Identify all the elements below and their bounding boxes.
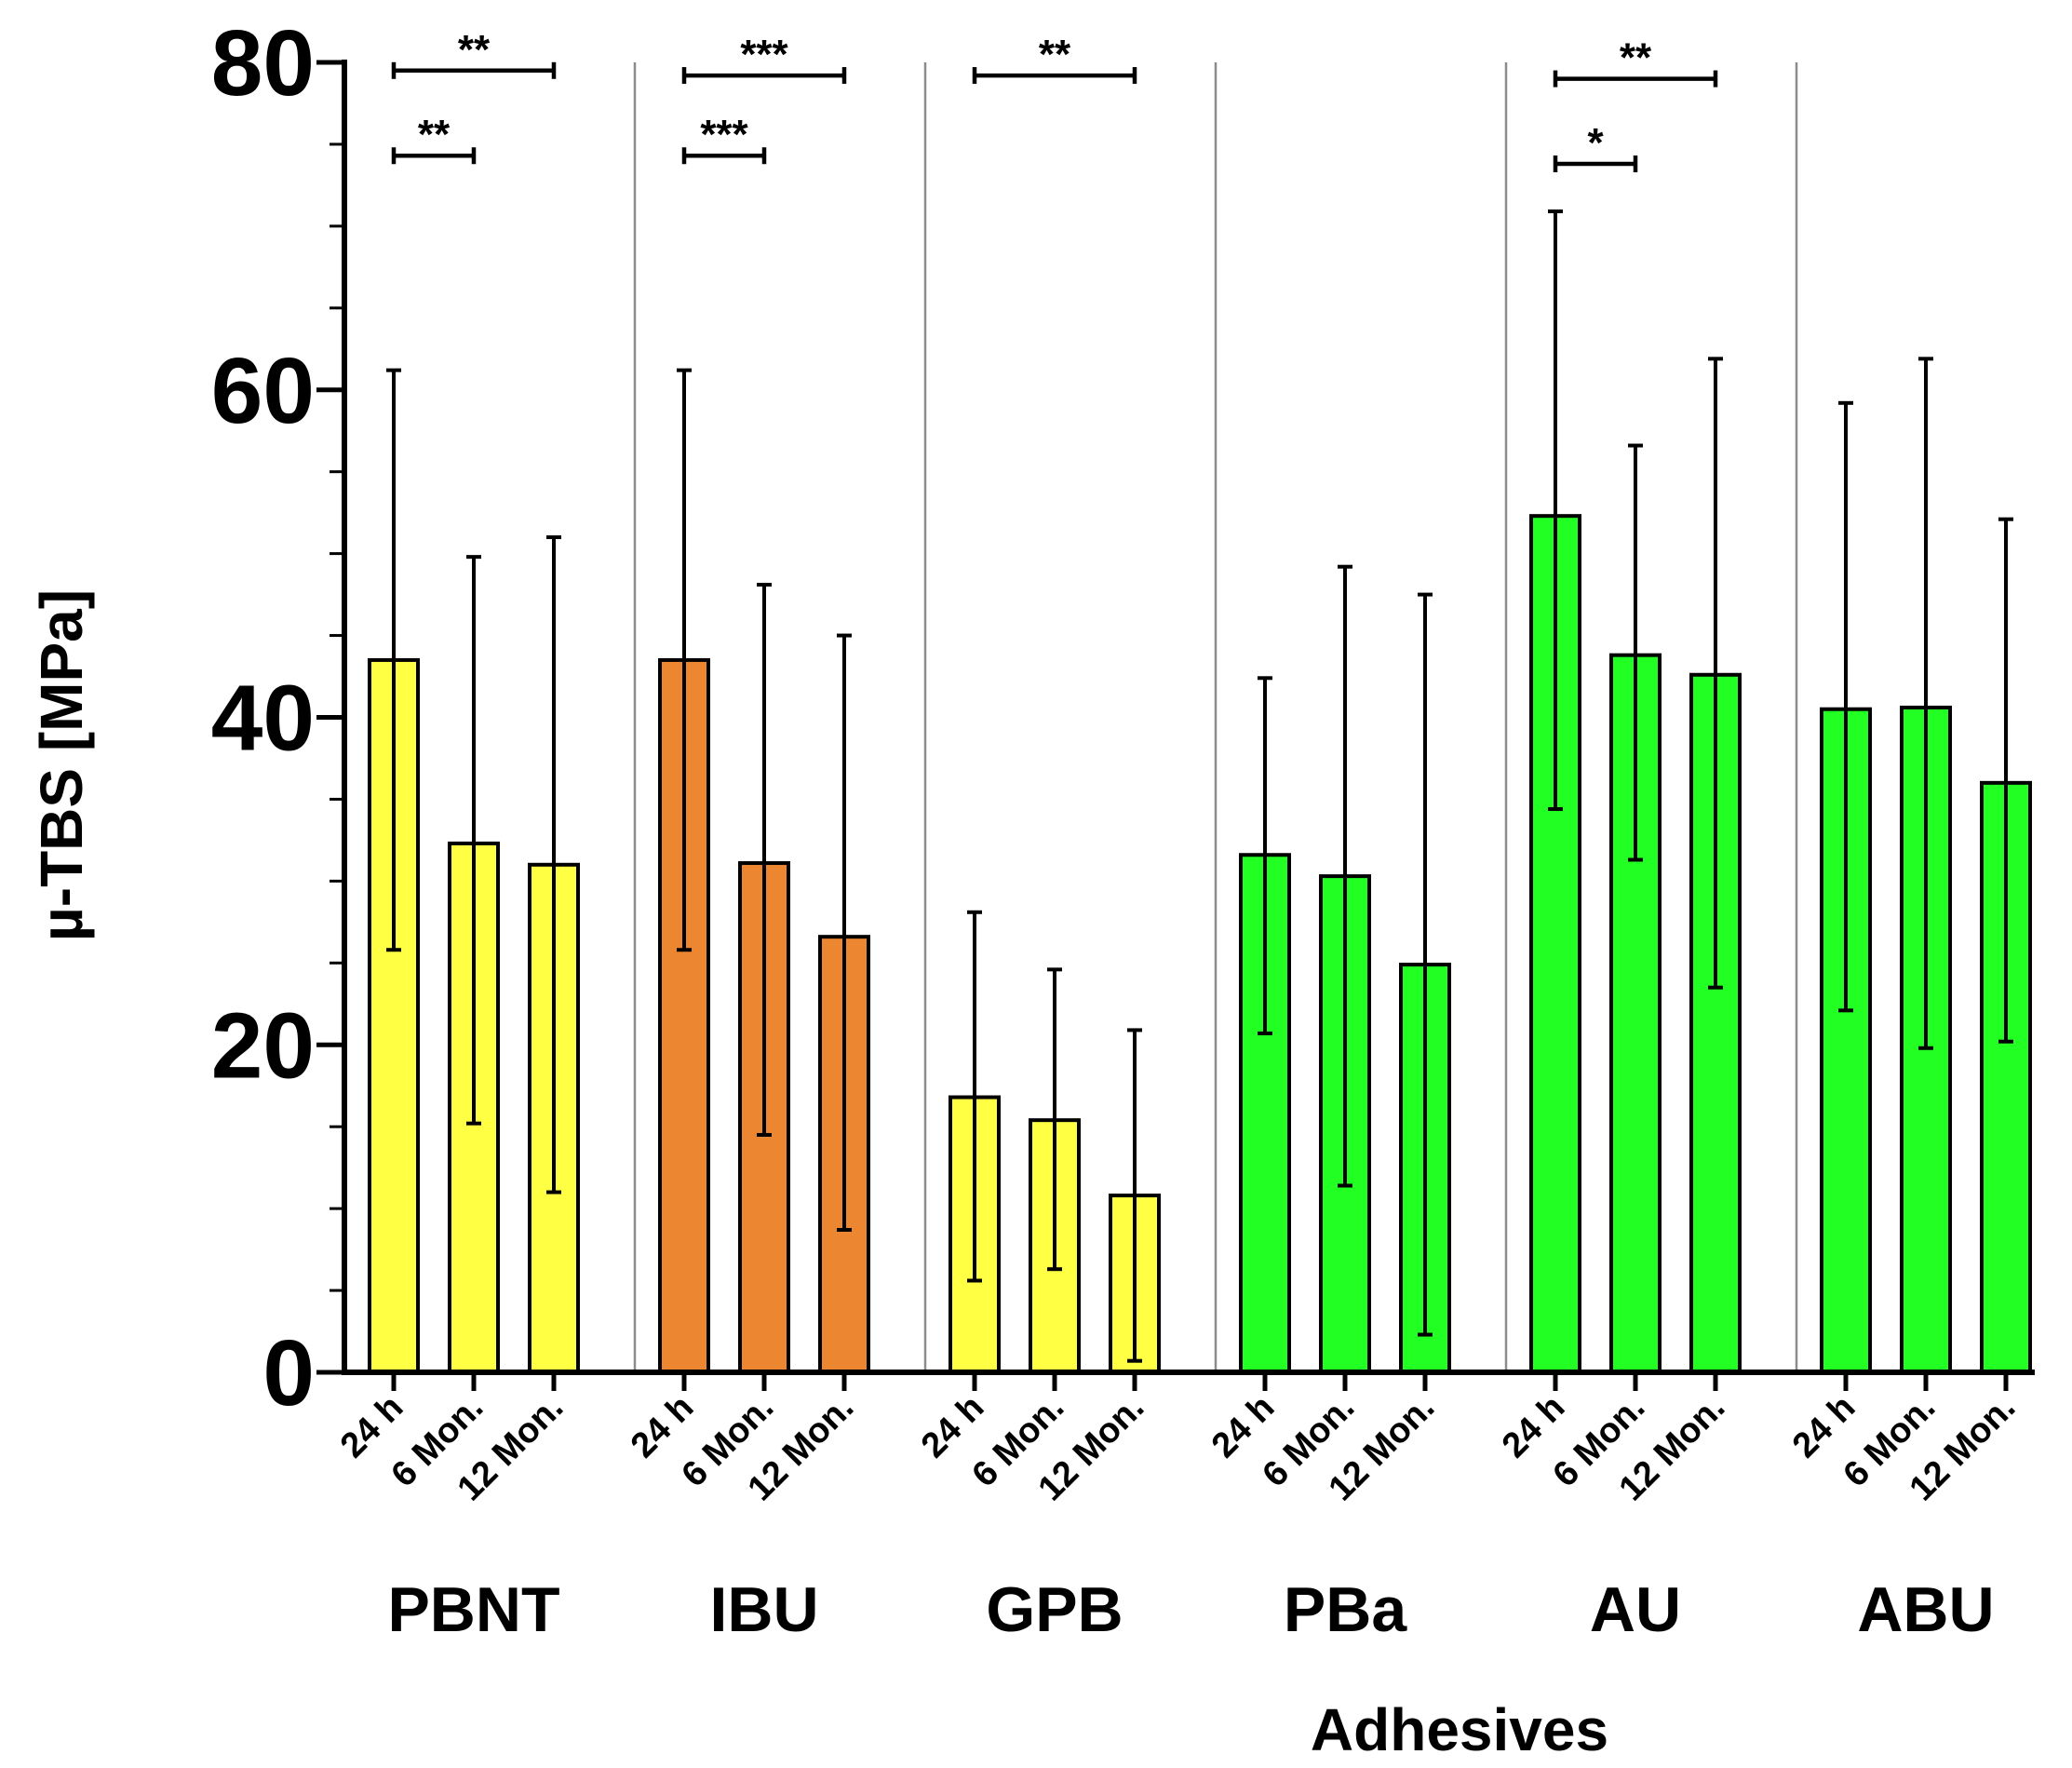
significance-bracket-pbnt: ** — [391, 112, 477, 165]
error-bars — [386, 209, 2013, 1363]
error-bar-abu-1 — [1918, 357, 1933, 1050]
significance-bracket-au: * — [1553, 120, 1638, 173]
group-separators — [633, 62, 1798, 1372]
x-tick-labels: 24 h6 Mon.12 Mon. 24 h6 Mon.12 Mon. 24 h6 … — [333, 1388, 2023, 1509]
significance-bracket-gpb: ** — [972, 32, 1137, 85]
y-tick-label: 0 — [262, 1321, 315, 1425]
group-label-gpb: GPB — [986, 1574, 1123, 1645]
error-bar-au-2 — [1708, 357, 1723, 990]
group-label-pbnt: PBNT — [387, 1574, 559, 1645]
significance-label: ** — [418, 112, 451, 157]
significance-label: ** — [1039, 32, 1071, 77]
group-labels: PBNT IBU GPB PBa AU ABU — [387, 1574, 1994, 1645]
error-bar-ibu-2 — [837, 633, 852, 1232]
y-tick-label: 20 — [211, 993, 315, 1098]
error-bar-abu-0 — [1838, 400, 1853, 1013]
error-bar-pba-1 — [1338, 564, 1352, 1188]
significance-label: ** — [1620, 35, 1652, 81]
error-bar-pba-2 — [1418, 592, 1433, 1337]
significance-label: * — [1587, 120, 1604, 166]
group-label-pba: PBa — [1284, 1574, 1407, 1645]
significance-bracket-ibu: *** — [681, 32, 847, 85]
significance-bracket-au: ** — [1553, 35, 1718, 88]
error-bar-gpb-0 — [967, 910, 982, 1283]
y-ticks: 0 20 40 60 80 — [211, 11, 344, 1425]
error-bar-pba-0 — [1258, 676, 1272, 1035]
error-bar-ibu-1 — [757, 583, 772, 1137]
y-tick-label: 60 — [211, 339, 315, 443]
error-bar-ibu-0 — [677, 368, 692, 952]
group-label-ibu: IBU — [709, 1574, 818, 1645]
error-bar-au-1 — [1628, 443, 1643, 862]
axes — [342, 60, 2035, 1391]
bars — [368, 514, 2032, 1375]
y-tick-label: 40 — [211, 667, 315, 771]
error-bar-gpb-1 — [1047, 967, 1062, 1272]
error-bar-abu-2 — [1998, 517, 2013, 1044]
y-axis-title: µ-TBS [MPa] — [28, 589, 95, 941]
significance-bracket-pbnt: ** — [391, 27, 557, 79]
error-bar-gpb-2 — [1127, 1028, 1142, 1363]
y-tick-label: 80 — [211, 11, 315, 115]
significance-label: *** — [740, 32, 788, 77]
error-bar-pbnt-0 — [386, 368, 401, 952]
group-label-abu: ABU — [1857, 1574, 1994, 1645]
group-label-au: AU — [1590, 1574, 1681, 1645]
error-bar-au-0 — [1548, 209, 1563, 811]
significance-label: *** — [700, 112, 748, 157]
x-axis-title: Adhesives — [1311, 1696, 1608, 1763]
significance-brackets: ************ *** — [391, 27, 1718, 173]
significance-bracket-ibu: *** — [681, 112, 767, 165]
significance-label: ** — [458, 27, 491, 73]
error-bar-pbnt-2 — [546, 535, 561, 1194]
error-bar-pbnt-1 — [466, 555, 481, 1126]
